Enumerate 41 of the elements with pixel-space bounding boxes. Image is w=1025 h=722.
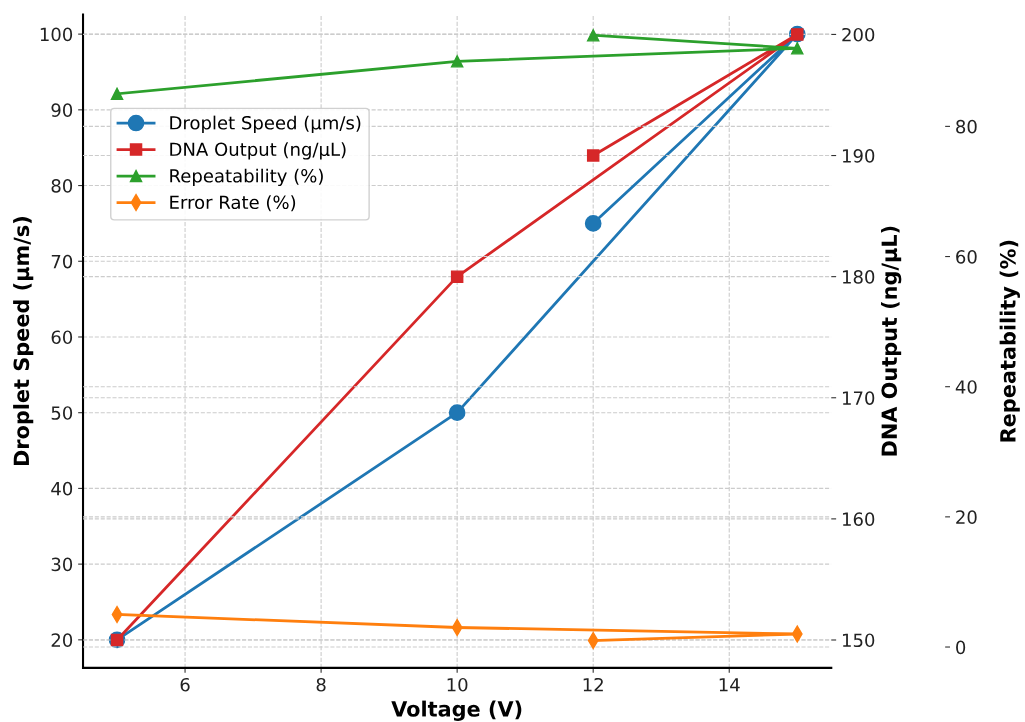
y-tick-label: 60 [51,330,73,345]
y3-tick-label: 20 [956,510,977,524]
point [450,55,464,68]
legend-label: DNA Output (ng/µL) [170,142,346,160]
y3-tick-label: 40 [955,380,977,394]
y-tick-label: 30 [51,557,73,572]
y-tick-label: 20 [51,633,73,647]
y-tick-label: 40 [51,481,73,496]
x-tick-label: 14 [719,678,740,692]
point [448,404,466,422]
point [586,149,600,162]
y2-tick-label: 190 [842,149,875,163]
y2-tick-label: 170 [842,391,875,405]
legend-label: Droplet Speed (µm/s) [170,115,361,134]
y2-tick-label: 200 [842,27,875,42]
y2-axis-title: DNA Output (ng/µL) [881,226,902,456]
y-tick-label: 50 [51,406,73,420]
point [110,87,124,101]
y-tick-label: 100 [40,27,73,42]
y3-tick-label: 0 [956,640,966,655]
point [450,270,464,283]
point [584,215,602,232]
legend-label: Repeatability (%) [170,168,323,187]
x-axis-title: Voltage (V) [391,700,522,721]
point [586,29,600,42]
x-tick-label: 6 [180,677,190,692]
legend-label: Error Rate (%) [170,195,296,212]
y3-tick-label: 60 [956,250,977,264]
y3-tick-label: 80 [956,119,977,134]
y2-tick-label: 150 [842,633,875,648]
point [791,42,804,55]
y-tick-label: 80 [51,179,73,193]
y2-tick-label: 180 [842,270,875,284]
y-tick-label: 90 [51,103,73,117]
y2-tick-label: 160 [842,512,875,526]
x-tick-label: 8 [316,677,326,692]
y-tick-label: 70 [51,254,73,269]
y-axis-title: Droplet Speed (µm/s) [13,217,34,466]
y3-axis-title: Repeatability (%) [999,240,1020,442]
x-tick-label: 12 [583,677,603,692]
x-tick-label: 10 [447,677,468,692]
